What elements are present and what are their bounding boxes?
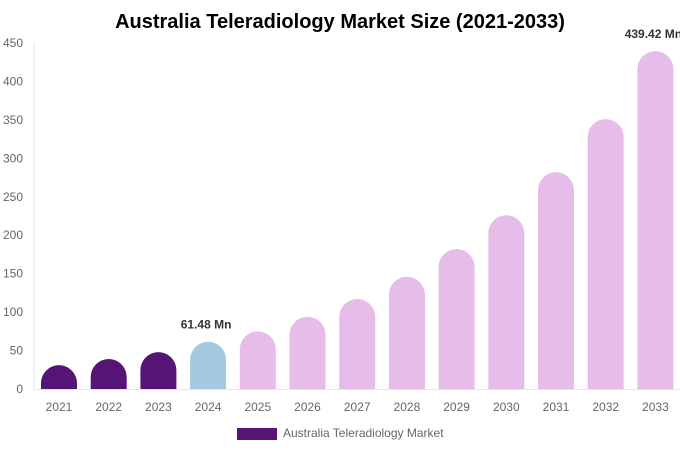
bar-2033[interactable] (637, 51, 674, 390)
x-tick-label: 2026 (294, 400, 321, 414)
x-tick-label: 2023 (145, 400, 172, 414)
bar-2028[interactable] (388, 276, 425, 389)
x-tick-label: 2033 (642, 400, 669, 414)
bar-2031[interactable] (538, 172, 574, 389)
bar-2027[interactable] (339, 299, 376, 389)
x-tick-label: 2021 (46, 400, 73, 414)
y-tick-label: 0 (16, 382, 23, 396)
bar-2029[interactable] (438, 249, 475, 389)
bar-2024[interactable] (190, 341, 227, 389)
x-tick-label: 2028 (394, 400, 421, 414)
legend-label[interactable]: Australia Teleradiology Market (283, 426, 444, 440)
bar-2023[interactable] (140, 352, 177, 389)
data-label: 61.48 Mn (181, 318, 232, 332)
y-tick-label: 200 (3, 228, 23, 242)
x-tick-label: 2027 (344, 400, 371, 414)
bar-2030[interactable] (488, 215, 525, 389)
x-tick-label: 2029 (443, 400, 470, 414)
bar-2032[interactable] (587, 119, 624, 389)
y-tick-label: 50 (10, 344, 24, 358)
y-tick-label: 150 (3, 267, 23, 281)
y-tick-label: 350 (3, 113, 23, 127)
legend-swatch[interactable] (237, 428, 277, 440)
y-tick-label: 250 (3, 190, 23, 204)
data-label: 439.42 Mn (625, 27, 680, 41)
y-tick-label: 400 (3, 74, 23, 88)
y-tick-label: 450 (3, 36, 23, 50)
y-tick-label: 300 (3, 151, 23, 165)
chart-title: Australia Teleradiology Market Size (202… (115, 11, 565, 33)
x-tick-label: 2024 (195, 400, 222, 414)
x-tick-label: 2030 (493, 400, 520, 414)
bar-2025[interactable] (239, 331, 276, 389)
x-tick-label: 2025 (244, 400, 271, 414)
bar-2021[interactable] (41, 365, 77, 389)
y-tick-label: 100 (3, 305, 23, 319)
bar-2026[interactable] (289, 316, 326, 389)
x-tick-label: 2032 (592, 400, 619, 414)
bar-2022[interactable] (90, 359, 127, 389)
x-tick-label: 2031 (543, 400, 570, 414)
x-tick-label: 2022 (95, 400, 122, 414)
